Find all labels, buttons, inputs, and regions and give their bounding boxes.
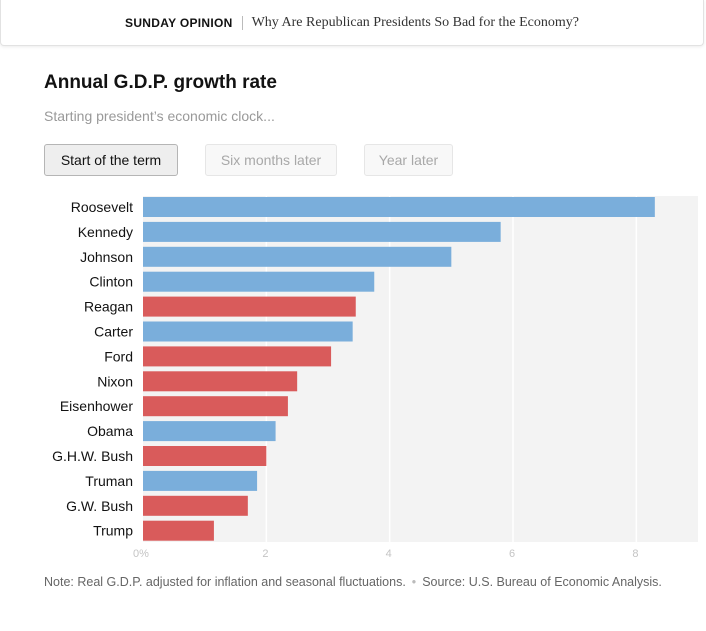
category-label: Ford bbox=[104, 348, 133, 364]
bar-kennedy bbox=[143, 221, 501, 242]
category-label: Kennedy bbox=[78, 224, 133, 240]
section-kicker[interactable]: SUNDAY OPINION bbox=[125, 15, 233, 30]
category-label: Clinton bbox=[89, 274, 133, 290]
x-tick-label: 4 bbox=[386, 548, 392, 560]
x-tick-label: 0% bbox=[133, 548, 149, 560]
footnote-separator-dot: • bbox=[411, 575, 417, 589]
chart-footnote: Note: Real G.D.P. adjusted for inflation… bbox=[44, 572, 684, 592]
gdp-bar-chart: Roosevelt Kennedy Johnson Clinton Reagan Cart… bbox=[52, 196, 698, 560]
toggle-six-months-later-button[interactable]: Six months later bbox=[205, 144, 337, 176]
category-label: Trump bbox=[93, 523, 133, 539]
footnote-source: Source: U.S. Bureau of Economic Analysis… bbox=[422, 575, 662, 589]
bar-carter bbox=[143, 321, 353, 342]
category-label: G.H.W. Bush bbox=[52, 448, 133, 464]
category-label: Eisenhower bbox=[60, 398, 133, 414]
x-tick-label: 8 bbox=[632, 548, 638, 560]
bar-clinton bbox=[143, 271, 375, 292]
bar-truman bbox=[143, 470, 258, 491]
toggle-start-of-term-button[interactable]: Start of the term bbox=[44, 144, 178, 176]
category-label: Johnson bbox=[80, 249, 133, 265]
bar-roosevelt bbox=[143, 197, 655, 217]
category-label: Roosevelt bbox=[71, 199, 133, 215]
bar-g-h-w-bush bbox=[143, 446, 267, 466]
category-label: Obama bbox=[87, 423, 133, 439]
header-divider bbox=[241, 15, 243, 30]
category-label: Truman bbox=[85, 473, 133, 489]
bar-ford bbox=[143, 346, 332, 367]
bar-g-w-bush bbox=[143, 495, 248, 516]
article-header-bar: SUNDAY OPINION Why Are Republican Presid… bbox=[0, 0, 704, 46]
bar-johnson bbox=[143, 246, 452, 267]
article-headline[interactable]: Why Are Republican Presidents So Bad for… bbox=[251, 14, 579, 30]
bar-reagan bbox=[143, 296, 356, 317]
x-tick-label: 2 bbox=[262, 548, 268, 560]
bar-obama bbox=[143, 421, 276, 442]
bar-eisenhower bbox=[143, 396, 288, 417]
bar-nixon bbox=[143, 371, 298, 392]
category-label: Nixon bbox=[97, 373, 133, 389]
chart-title: Annual G.D.P. growth rate bbox=[44, 72, 277, 93]
toggle-year-later-button[interactable]: Year later bbox=[364, 144, 453, 176]
footnote-note: Note: Real G.D.P. adjusted for inflation… bbox=[44, 575, 406, 589]
category-label: Carter bbox=[94, 324, 133, 340]
category-label: Reagan bbox=[84, 299, 133, 315]
bar-trump bbox=[143, 520, 214, 541]
category-label: G.W. Bush bbox=[66, 498, 133, 514]
x-tick-label: 6 bbox=[509, 548, 515, 560]
chart-subtitle: Starting president’s economic clock... bbox=[44, 108, 275, 124]
